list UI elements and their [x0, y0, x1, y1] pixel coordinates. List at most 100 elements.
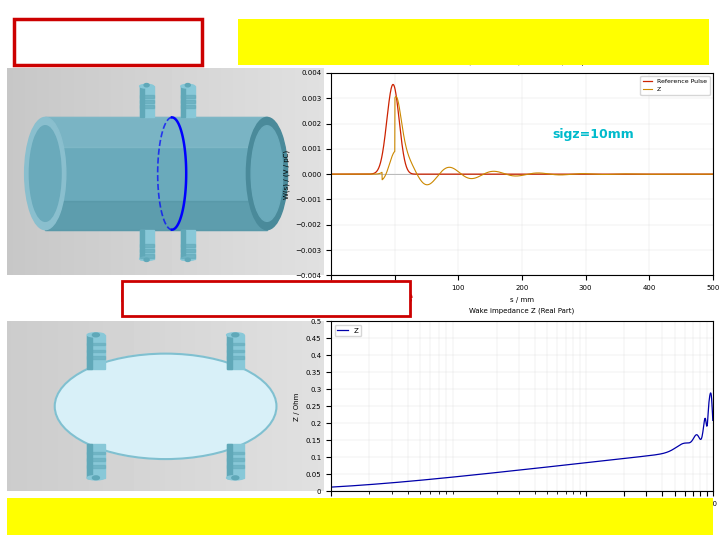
X-axis label: s / mm: s / mm	[510, 296, 534, 303]
Z	[392, 93, 400, 100]
Ellipse shape	[140, 84, 153, 88]
Ellipse shape	[181, 257, 194, 261]
Circle shape	[185, 258, 190, 261]
Title: 1D Results\Particle Beams\ParticleBeam\Wake potential: 1D Results\Particle Beams\ParticleBeam\W…	[435, 60, 609, 65]
Z	[503, 171, 511, 178]
Bar	[227, 335, 244, 369]
Circle shape	[92, 333, 99, 337]
Text: First simulation by HE Jun with CST-PS: First simulation by HE Jun with CST-PS	[281, 32, 670, 51]
Bar	[87, 451, 104, 454]
Z	[366, 481, 374, 488]
Bar	[227, 343, 244, 345]
Bar	[87, 335, 104, 369]
Ellipse shape	[227, 476, 244, 480]
Z	[346, 171, 355, 177]
Bar	[181, 100, 194, 103]
Reference Pulse	[708, 171, 717, 177]
Circle shape	[232, 476, 239, 480]
Polygon shape	[45, 200, 267, 230]
Bar	[181, 86, 185, 117]
Bar	[140, 86, 144, 117]
Reference Pulse	[346, 171, 355, 177]
Ellipse shape	[87, 476, 104, 480]
Bar	[227, 444, 244, 478]
Bar	[87, 458, 104, 461]
Reference Pulse	[698, 171, 706, 177]
Bar	[181, 94, 194, 98]
Bar	[181, 254, 194, 258]
Ellipse shape	[227, 333, 244, 337]
Bar	[140, 94, 153, 98]
Line: Reference Pulse: Reference Pulse	[331, 84, 713, 174]
Bar	[140, 254, 153, 258]
Bar	[87, 349, 104, 352]
Text: To be optimized by HE Jun and GONG Dianjun: To be optimized by HE Jun and GONG Dianj…	[95, 505, 625, 526]
Circle shape	[92, 476, 99, 480]
Circle shape	[144, 258, 149, 261]
Bar	[140, 86, 153, 117]
Reference Pulse	[327, 171, 336, 177]
Text: Longitudinal impedance and wake: Longitudinal impedance and wake	[120, 290, 413, 305]
Ellipse shape	[87, 333, 104, 337]
Z	[495, 469, 503, 476]
Bar	[140, 230, 153, 259]
Reference Pulse	[628, 171, 636, 177]
Ellipse shape	[251, 126, 283, 221]
Bar	[227, 458, 244, 461]
Circle shape	[185, 84, 190, 87]
Bar	[140, 249, 153, 252]
Z	[327, 484, 336, 490]
Text: BPM impedance: BPM impedance	[20, 32, 196, 51]
Bar	[181, 244, 194, 247]
Reference Pulse	[389, 81, 397, 87]
Bar	[227, 444, 232, 478]
Z	[589, 458, 598, 465]
Z	[698, 171, 706, 178]
Legend: Z: Z	[335, 325, 361, 336]
Y-axis label: Z / Ohm: Z / Ohm	[294, 392, 300, 421]
Ellipse shape	[181, 84, 194, 88]
Circle shape	[144, 84, 149, 87]
Bar	[87, 356, 104, 359]
Bar	[181, 230, 194, 259]
Z	[708, 171, 717, 177]
Bar	[87, 335, 92, 369]
Line: Z: Z	[331, 393, 713, 487]
Z	[698, 171, 706, 178]
Reference Pulse	[413, 171, 422, 178]
Y-axis label: W(s) / (V / pC): W(s) / (V / pC)	[283, 150, 289, 199]
Text: sigz=10mm: sigz=10mm	[552, 127, 634, 141]
Z	[327, 171, 336, 177]
Legend: Reference Pulse, Z: Reference Pulse, Z	[640, 76, 710, 95]
Z	[423, 181, 431, 188]
Ellipse shape	[246, 117, 287, 230]
Bar	[181, 86, 194, 117]
Z	[706, 390, 715, 396]
Z	[628, 171, 636, 177]
Bar	[227, 335, 232, 369]
Bar	[140, 244, 153, 247]
Z	[708, 417, 717, 423]
Z	[631, 454, 640, 461]
Title: Wake impedance Z (Real Part): Wake impedance Z (Real Part)	[469, 308, 575, 314]
Bar	[227, 465, 244, 468]
Bar	[140, 100, 153, 103]
Bar	[45, 117, 267, 230]
Bar	[227, 451, 244, 454]
Bar	[181, 230, 185, 259]
Reference Pulse	[698, 171, 706, 177]
Bar	[140, 230, 144, 259]
Circle shape	[232, 333, 239, 337]
Bar	[140, 105, 153, 108]
Ellipse shape	[55, 354, 276, 459]
Reference Pulse	[503, 171, 511, 177]
X-axis label: Frequency / GHz: Frequency / GHz	[493, 512, 551, 519]
Bar	[227, 356, 244, 359]
Bar	[87, 343, 104, 345]
Bar	[227, 349, 244, 352]
Z	[624, 455, 633, 461]
Z	[513, 173, 521, 179]
Bar	[87, 444, 104, 478]
Bar	[87, 465, 104, 468]
Bar	[87, 444, 92, 478]
